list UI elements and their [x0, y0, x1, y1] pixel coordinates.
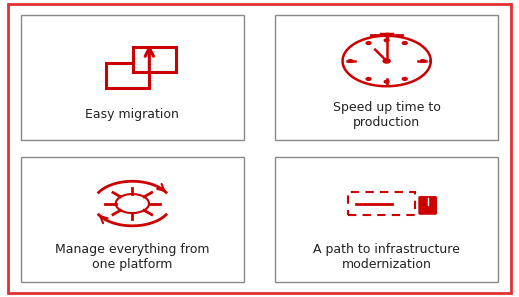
Text: Easy migration: Easy migration: [86, 108, 179, 121]
Bar: [348, 192, 415, 215]
Circle shape: [402, 42, 407, 45]
Circle shape: [420, 60, 425, 62]
Text: Speed up time to
production: Speed up time to production: [333, 101, 441, 129]
Circle shape: [383, 59, 390, 63]
Circle shape: [402, 78, 407, 80]
Bar: [133, 48, 176, 72]
Circle shape: [366, 42, 371, 45]
Circle shape: [366, 78, 371, 80]
Text: Manage everything from
one platform: Manage everything from one platform: [55, 243, 210, 271]
Bar: [21, 15, 244, 140]
FancyBboxPatch shape: [418, 196, 437, 215]
Bar: [106, 63, 149, 88]
Bar: [275, 15, 498, 140]
Text: A path to infrastructure
modernization: A path to infrastructure modernization: [313, 243, 460, 271]
Bar: [21, 157, 244, 282]
Circle shape: [384, 39, 389, 42]
Circle shape: [124, 199, 141, 208]
Circle shape: [348, 60, 353, 62]
Bar: [275, 157, 498, 282]
Circle shape: [384, 80, 389, 83]
